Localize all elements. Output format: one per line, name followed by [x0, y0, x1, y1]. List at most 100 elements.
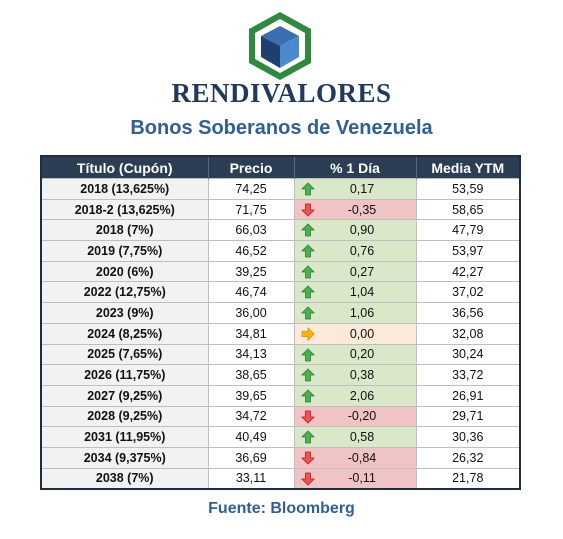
change-cell: 0,90 — [293, 219, 416, 241]
price-cell: 46,74 — [207, 281, 294, 303]
arrow-up-icon — [300, 389, 315, 403]
table-row: 2019 (7,75%) 46,52 0,76 53,97 — [41, 240, 520, 262]
price-cell: 34,81 — [207, 322, 294, 344]
change-value: 0,20 — [349, 347, 375, 362]
ytm-cell: 53,97 — [415, 240, 520, 262]
bond-title-cell: 2022 (12,75%) — [41, 281, 208, 303]
change-cell: -0,20 — [293, 405, 416, 427]
change-value: 0,38 — [349, 368, 375, 383]
change-value: 1,06 — [349, 305, 375, 320]
ytm-cell: 33,72 — [415, 364, 520, 386]
bond-title-cell: 2018 (13,625%) — [41, 178, 208, 200]
table-row: 2018-2 (13,625%) 71,75 -0,35 58,65 — [41, 198, 520, 220]
bond-title-cell: 2031 (11,95%) — [41, 426, 208, 448]
price-cell: 39,25 — [207, 260, 294, 282]
bond-title-cell: 2024 (8,25%) — [41, 322, 208, 344]
ytm-cell: 30,36 — [415, 426, 520, 448]
change-value: 1,04 — [349, 285, 375, 300]
change-value: 0,76 — [349, 243, 375, 258]
brand-name: RENDIVALORES — [171, 78, 392, 108]
ytm-cell: 58,65 — [415, 198, 520, 220]
bond-title-cell: 2020 (6%) — [41, 260, 208, 282]
arrow-up-icon — [300, 182, 315, 196]
table-row: 2031 (11,95%) 40,49 0,58 30,36 — [41, 426, 520, 448]
table-row: 2022 (12,75%) 46,74 1,04 37,02 — [41, 281, 520, 303]
ytm-cell: 47,79 — [415, 219, 520, 241]
bond-title-cell: 2038 (7%) — [41, 467, 208, 490]
bond-title-cell: 2034 (9,375%) — [41, 446, 208, 469]
change-value: 0,00 — [349, 326, 375, 341]
ytm-cell: 26,32 — [415, 446, 520, 469]
arrow-up-icon — [300, 306, 315, 320]
price-cell: 38,65 — [207, 364, 294, 386]
change-cell: -0,84 — [293, 446, 416, 469]
arrow-up-icon — [300, 244, 315, 258]
price-cell: 39,65 — [207, 384, 294, 407]
table-row: 2018 (13,625%) 74,25 0,17 53,59 — [41, 178, 520, 200]
table-header-row: Título (Cupón) Precio % 1 Día Media YTM — [41, 156, 520, 179]
arrow-up-icon — [300, 223, 315, 237]
bond-title-cell: 2018-2 (13,625%) — [41, 198, 208, 220]
price-cell: 34,13 — [207, 343, 294, 365]
bond-title-cell: 2019 (7,75%) — [41, 240, 208, 262]
table-row: 2020 (6%) 39,25 0,27 42,27 — [41, 260, 520, 282]
price-cell: 66,03 — [207, 219, 294, 241]
ytm-cell: 42,27 — [415, 260, 520, 282]
ytm-cell: 29,71 — [415, 405, 520, 427]
change-cell: 0,00 — [293, 322, 416, 344]
arrow-up-icon — [300, 347, 315, 362]
table-row: 2024 (8,25%) 34,81 0,00 32,08 — [41, 322, 520, 344]
change-cell: 0,58 — [293, 426, 416, 448]
arrow-down-icon — [300, 410, 315, 424]
bond-title-cell: 2023 (9%) — [41, 302, 208, 324]
price-cell: 36,00 — [207, 302, 294, 324]
arrow-up-icon — [300, 430, 315, 444]
change-cell: 0,38 — [293, 364, 416, 386]
page-title: Bonos Soberanos de Venezuela — [130, 117, 433, 139]
change-cell: 2,06 — [293, 384, 416, 407]
bond-title-cell: 2026 (11,75%) — [41, 364, 208, 386]
change-cell: -0,11 — [293, 467, 416, 490]
change-cell: 0,27 — [293, 260, 416, 282]
bond-title-cell: 2025 (7,65%) — [41, 343, 208, 365]
change-value: 0,17 — [349, 181, 375, 196]
price-cell: 40,49 — [207, 426, 294, 448]
ytm-cell: 32,08 — [415, 322, 520, 344]
change-value: 0,90 — [349, 223, 375, 238]
price-cell: 46,52 — [207, 240, 294, 262]
change-cell: 0,76 — [293, 240, 416, 262]
bond-title-cell: 2028 (9,25%) — [41, 405, 208, 427]
change-cell: 1,04 — [293, 281, 416, 303]
column-header-change[interactable]: % 1 Día — [293, 156, 416, 179]
table-row: 2026 (11,75%) 38,65 0,38 33,72 — [41, 364, 520, 386]
change-value: -0,84 — [347, 450, 377, 465]
change-value: -0,35 — [347, 202, 377, 217]
price-cell: 36,69 — [207, 446, 294, 469]
change-cell: -0,35 — [293, 198, 416, 220]
change-cell: 0,17 — [293, 178, 416, 200]
table-row: 2027 (9,25%) 39,65 2,06 26,91 — [41, 384, 520, 407]
change-value: 2,06 — [349, 388, 375, 403]
arrow-up-icon — [300, 265, 315, 279]
table-row: 2038 (7%) 33,11 -0,11 21,78 — [41, 467, 520, 490]
arrow-down-icon — [300, 203, 315, 217]
column-header-title[interactable]: Título (Cupón) — [41, 156, 208, 179]
change-value: -0,11 — [348, 471, 376, 486]
arrow-right-icon — [301, 326, 315, 341]
bond-title-cell: 2027 (9,25%) — [41, 384, 208, 407]
table-row: 2018 (7%) 66,03 0,90 47,79 — [41, 219, 520, 241]
change-cell: 1,06 — [293, 302, 416, 324]
change-cell: 0,20 — [293, 343, 416, 365]
table-body: 2018 (13,625%) 74,25 0,17 53,59 2018-2 (13,6… — [41, 178, 520, 490]
price-cell: 34,72 — [207, 405, 294, 427]
table-row: 2034 (9,375%) 36,69 -0,84 26,32 — [41, 446, 520, 469]
arrow-up-icon — [300, 285, 315, 299]
ytm-cell: 36,56 — [415, 302, 520, 324]
ytm-cell: 37,02 — [415, 281, 520, 303]
column-header-ytm[interactable]: Media YTM — [415, 156, 520, 179]
price-cell: 33,11 — [207, 467, 294, 490]
change-value: 0,58 — [349, 430, 375, 445]
ytm-cell: 53,59 — [415, 178, 520, 200]
arrow-up-icon — [300, 368, 315, 382]
column-header-price[interactable]: Precio — [207, 156, 294, 179]
